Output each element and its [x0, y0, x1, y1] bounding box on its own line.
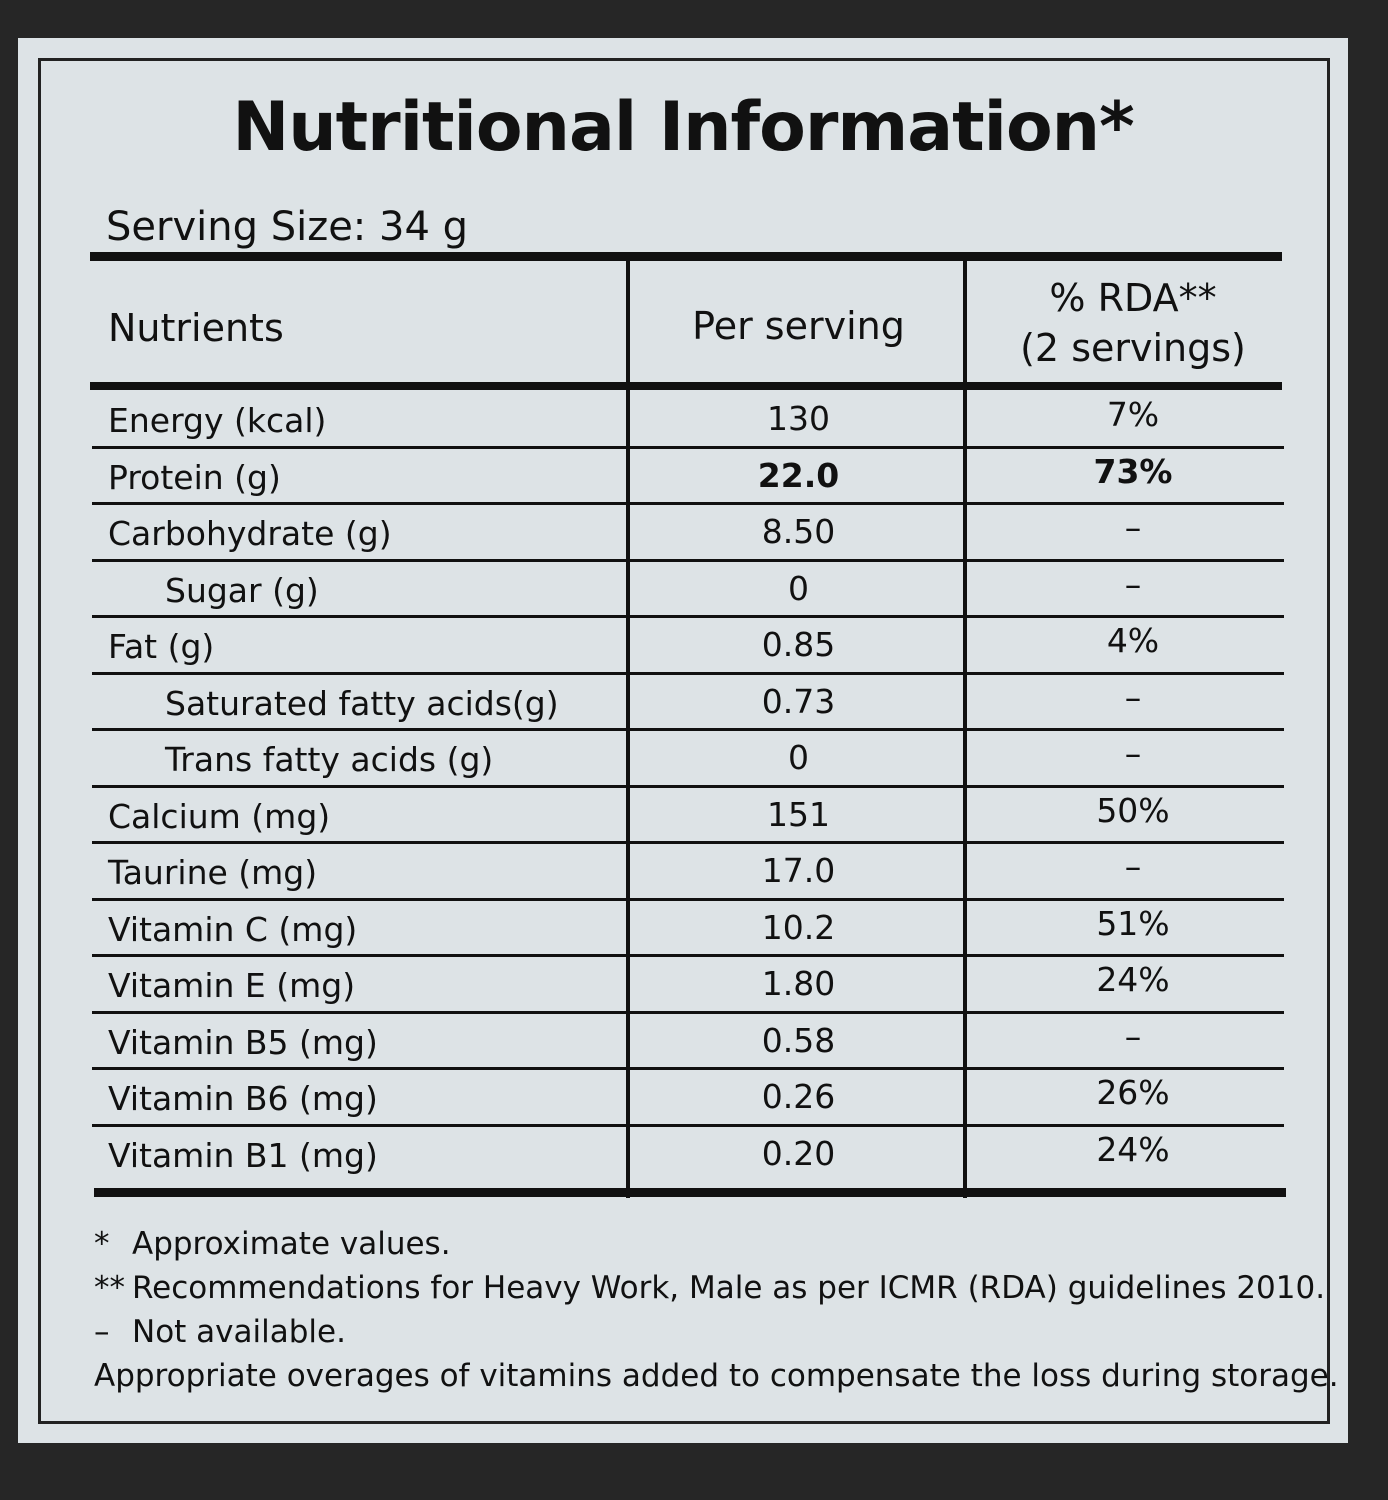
nutrient-name: Vitamin C (mg): [108, 909, 358, 949]
label-panel: Nutritional Information* Serving Size: 3…: [18, 38, 1348, 1443]
footnote-text: Not available.: [132, 1314, 346, 1350]
rda-value: 26%: [1096, 1073, 1170, 1112]
rule: [90, 382, 1282, 390]
nutrient-name: Energy (kcal): [108, 401, 327, 440]
rda-value: –: [1124, 847, 1142, 886]
per-serving-value: 1.80: [761, 964, 836, 1003]
nutrient-name: Calcium (mg): [108, 796, 331, 836]
per-serving-value: 130: [767, 399, 830, 438]
row-divider: [92, 615, 1284, 618]
per-serving-value: 0.20: [761, 1133, 836, 1173]
per-serving-value: 22.0: [757, 455, 840, 495]
per-serving-value: 0: [788, 568, 809, 608]
title: Nutritional Information*: [232, 88, 1134, 167]
nutrient-name: Vitamin B1 (mg): [108, 1135, 378, 1175]
nutrient-name: Saturated fatty acids(g): [165, 683, 559, 723]
header-cell: Per serving: [692, 304, 905, 348]
nutrient-name: Sugar (g): [165, 570, 319, 610]
rda-value: –: [1124, 564, 1142, 604]
row-divider: [92, 558, 1284, 562]
nutrient-name: Taurine (mg): [108, 853, 318, 892]
nutrient-name: Vitamin B5 (mg): [108, 1022, 378, 1062]
rda-value: 73%: [1093, 451, 1173, 491]
per-serving-value: 10.2: [761, 907, 836, 947]
footnote-text: Recommendations for Heavy Work, Male as …: [132, 1270, 1326, 1306]
nutrient-name: Trans fatty acids (g): [165, 740, 494, 779]
row-divider: [92, 784, 1284, 788]
row-divider: [92, 728, 1284, 731]
row-divider: [92, 1067, 1284, 1070]
nutrient-name: Protein (g): [108, 457, 281, 497]
footnote-mark: **: [94, 1270, 125, 1306]
per-serving-value: 0: [788, 738, 809, 777]
per-serving-value: 0.58: [761, 1020, 836, 1060]
rda-value: 7%: [1106, 395, 1160, 434]
rda-value: 51%: [1096, 903, 1170, 943]
rda-value: –: [1124, 508, 1142, 547]
row-divider: [92, 954, 1284, 957]
rda-value: –: [1124, 1016, 1142, 1056]
row-divider: [92, 445, 1284, 449]
row-divider: [92, 1123, 1284, 1127]
rule: [90, 252, 1282, 261]
per-serving-value: 8.50: [761, 512, 836, 551]
footnote-mark: –: [94, 1314, 110, 1350]
label-frame: [38, 58, 1330, 1424]
row-divider: [92, 502, 1284, 505]
header-cell: (2 servings): [1020, 326, 1246, 370]
row-divider: [92, 897, 1284, 901]
serving-size: Serving Size: 34 g: [106, 204, 468, 250]
nutrient-name: Fat (g): [108, 627, 215, 666]
per-serving-value: 0.85: [761, 625, 836, 664]
row-divider: [92, 1010, 1284, 1014]
header-cell: Nutrients: [108, 306, 284, 350]
rda-value: 4%: [1106, 621, 1160, 660]
nutrient-name: Vitamin B6 (mg): [108, 1079, 378, 1118]
footnote-note: Appropriate overages of vitamins added t…: [94, 1358, 1339, 1394]
rda-value: 50%: [1096, 790, 1170, 830]
per-serving-value: 151: [767, 794, 830, 834]
nutrient-name: Vitamin E (mg): [108, 966, 356, 1005]
rda-value: 24%: [1096, 960, 1170, 999]
nutrient-name: Carbohydrate (g): [108, 514, 392, 553]
rda-value: –: [1124, 677, 1142, 717]
per-serving-value: 17.0: [761, 851, 836, 890]
rule: [94, 1188, 1286, 1197]
footnote-mark: *: [94, 1226, 110, 1262]
footnote-text: Approximate values.: [132, 1226, 451, 1262]
header-cell: % RDA**: [1049, 276, 1217, 320]
per-serving-value: 0.73: [761, 681, 836, 721]
rda-value: –: [1124, 734, 1142, 773]
rda-value: 24%: [1096, 1129, 1170, 1169]
row-divider: [92, 671, 1284, 675]
row-divider: [92, 841, 1284, 844]
per-serving-value: 0.26: [761, 1077, 836, 1116]
